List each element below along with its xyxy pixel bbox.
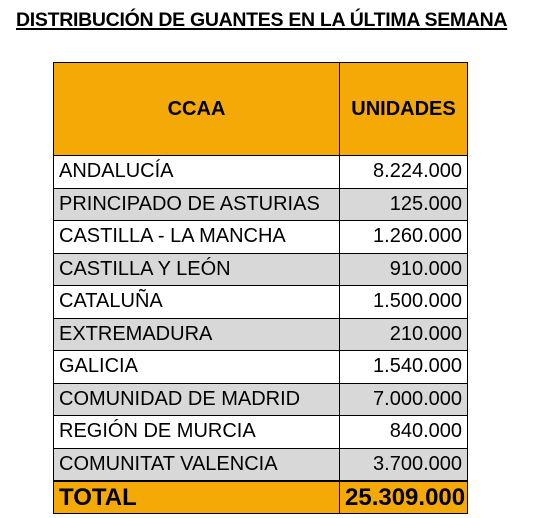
ccaa-cell: REGIÓN DE MURCIA (53, 415, 340, 449)
total-label: TOTAL (53, 480, 340, 514)
ccaa-cell: ANDALUCÍA (53, 155, 340, 189)
unidades-cell: 3.700.000 (339, 447, 468, 482)
ccaa-cell: CASTILLA - LA MANCHA (53, 220, 340, 254)
total-value: 25.309.000 (339, 480, 468, 514)
table-row: COMUNITAT VALENCIA 3.700.000 (53, 447, 468, 482)
unidades-cell: 210.000 (339, 317, 468, 351)
unidades-cell: 1.260.000 (339, 220, 468, 254)
table-row: CASTILLA - LA MANCHA 1.260.000 (53, 220, 468, 254)
unidades-cell: 1.500.000 (339, 285, 468, 319)
unidades-cell: 1.540.000 (339, 350, 468, 384)
table-header-row: CCAA UNIDADES (53, 62, 468, 156)
unidades-cell: 840.000 (339, 415, 468, 449)
ccaa-cell: COMUNITAT VALENCIA (53, 447, 340, 482)
page-title: DISTRIBUCIÓN DE GUANTES EN LA ÚLTIMA SEM… (16, 9, 508, 31)
total-row: TOTAL 25.309.000 (53, 480, 468, 514)
unidades-cell: 910.000 (339, 252, 468, 286)
unidades-cell: 8.224.000 (339, 155, 468, 189)
table-row: EXTREMADURA 210.000 (53, 317, 468, 351)
unidades-cell: 7.000.000 (339, 382, 468, 416)
column-header-ccaa: CCAA (53, 62, 340, 156)
table-row: ANDALUCÍA 8.224.000 (53, 155, 468, 189)
table-row: COMUNIDAD DE MADRID 7.000.000 (53, 382, 468, 416)
ccaa-cell: GALICIA (53, 350, 340, 384)
table-row: CATALUÑA 1.500.000 (53, 285, 468, 319)
table-row: PRINCIPADO DE ASTURIAS 125.000 (53, 187, 468, 221)
unidades-cell: 125.000 (339, 187, 468, 221)
gloves-distribution-table: CCAA UNIDADES ANDALUCÍA 8.224.000 PRINCI… (53, 62, 468, 514)
table-row: GALICIA 1.540.000 (53, 350, 468, 384)
ccaa-cell: EXTREMADURA (53, 317, 340, 351)
ccaa-cell: CATALUÑA (53, 285, 340, 319)
ccaa-cell: CASTILLA Y LEÓN (53, 252, 340, 286)
column-header-unidades: UNIDADES (339, 62, 468, 156)
ccaa-cell: PRINCIPADO DE ASTURIAS (53, 187, 340, 221)
table-row: REGIÓN DE MURCIA 840.000 (53, 415, 468, 449)
ccaa-cell: COMUNIDAD DE MADRID (53, 382, 340, 416)
table-row: CASTILLA Y LEÓN 910.000 (53, 252, 468, 286)
